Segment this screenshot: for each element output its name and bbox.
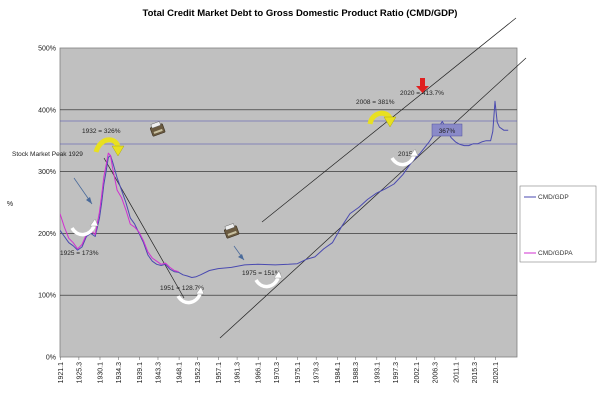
x-tick-label: 1943.3 <box>155 362 162 384</box>
y-tick-label: 0% <box>46 355 56 362</box>
gridlines <box>60 109 517 296</box>
annotation-1925: 1925 = 173% <box>60 250 99 257</box>
stock-market-peak-label: Stock Market Peak 1929 <box>12 151 83 158</box>
x-tick-label: 2015.3 <box>472 362 479 384</box>
x-tick-label: 1957.1 <box>216 362 223 384</box>
y-tick-label: 500% <box>38 46 56 53</box>
white-arrowhead-1925 <box>89 218 99 227</box>
x-tick-label: 1993.1 <box>374 362 381 384</box>
x-tick-label: 1948.1 <box>177 362 184 384</box>
x-tick-label: 2002.1 <box>414 362 421 384</box>
x-tick-label: 1979.3 <box>314 362 321 384</box>
legend-box <box>519 185 597 263</box>
legend-label-cmd-gdpa: CMD/GDPA <box>538 250 573 257</box>
x-tick-label: 1925.3 <box>76 362 83 384</box>
y-tick-label: 400% <box>38 107 56 114</box>
x-tick-label: 1921.1 <box>58 362 65 384</box>
plot-area <box>59 47 518 358</box>
x-tick-label: 1984.1 <box>335 362 342 384</box>
yellow-arrow-2008 <box>367 110 393 125</box>
x-tick-label: 2020.1 <box>493 362 500 384</box>
series-line-cmd-gdpa <box>60 152 179 273</box>
stock-market-arrowhead <box>86 197 92 204</box>
y-tick-label: 200% <box>38 231 56 238</box>
x-tick-label: 1939.1 <box>137 362 144 384</box>
white-arrowhead-2015 <box>409 148 419 157</box>
white-arrow-1925 <box>70 225 96 237</box>
printer-icon <box>149 121 166 137</box>
x-tick-label: 1930.1 <box>97 362 104 384</box>
yellow-arrowhead-1932 <box>111 145 125 157</box>
crash-line <box>103 157 185 299</box>
annotation-2020: 2020 = 413.7% <box>400 90 444 97</box>
x-tick-label: 1934.3 <box>116 362 123 384</box>
x-tick-label: 1975.1 <box>295 362 302 384</box>
x-tick-label: 1961.3 <box>235 362 242 384</box>
y-tick-label: 100% <box>38 293 56 300</box>
yellow-arrow-1932 <box>93 137 121 153</box>
red-arrow-head <box>416 86 429 93</box>
y-axis-ticks: 0% 100% 200% 300% 400% 500% <box>38 46 56 362</box>
x-tick-label: 2011.1 <box>453 362 460 383</box>
annotation-2015: 2015 <box>398 151 413 158</box>
series-line-cmd-gdp <box>60 100 509 278</box>
x-tick-label: 1997.3 <box>393 362 400 384</box>
white-arrowhead-1975 <box>273 270 283 279</box>
current-value-box <box>431 123 463 137</box>
x-tick-label: 1988.3 <box>353 362 360 384</box>
y-tick-label: 300% <box>38 169 56 176</box>
x-tick-label: 1970.3 <box>274 362 281 384</box>
annotation-1932: 1932 = 326% <box>82 128 121 135</box>
annotation-1975: 1975 = 151% <box>242 270 281 277</box>
yellow-arrowhead-2008 <box>383 116 397 128</box>
legend-label-cmd-gdp: CMD/GDP <box>538 194 569 201</box>
x-tick-label: 2006.3 <box>432 362 439 384</box>
trend-line-lower <box>219 57 527 339</box>
x-axis-ticks: 1921.1 1925.3 1930.1 1934.3 1939.1 1943.3 1948… <box>58 357 500 383</box>
x-tick-label: 1952.3 <box>195 362 202 384</box>
annotation-1951: 1951 = 128.7% <box>160 285 204 292</box>
x-tick-label: 1966.1 <box>256 362 263 384</box>
blue-arrowhead-1975 <box>238 254 244 260</box>
white-arrow-1975 <box>254 277 280 289</box>
annotation-2008: 2008 = 381% <box>356 99 395 106</box>
chart-title: Total Credit Market Debt to Gross Domest… <box>143 8 458 19</box>
current-value-label: 367% <box>439 128 456 135</box>
printer-icon <box>223 223 240 239</box>
white-arrowhead-1951 <box>195 286 205 295</box>
white-arrow-2015 <box>390 155 416 167</box>
red-arrow-shaft <box>420 78 425 86</box>
white-arrow-1951 <box>176 293 202 305</box>
y-axis-label: % <box>7 201 13 208</box>
